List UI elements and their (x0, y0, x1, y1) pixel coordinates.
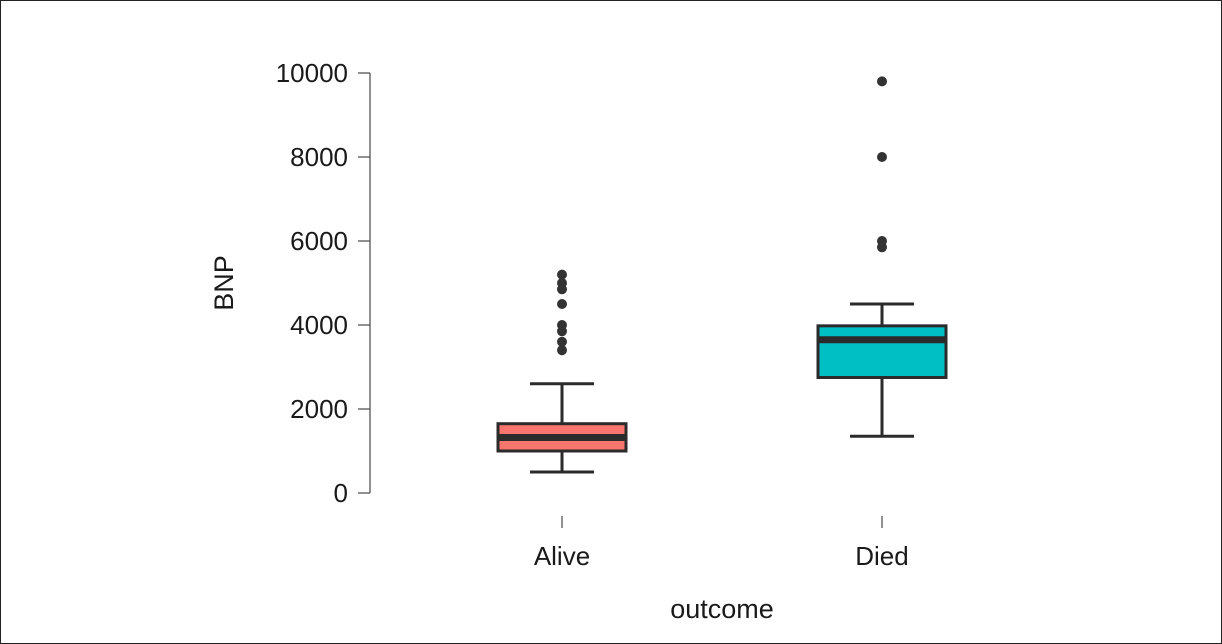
outlier-point (557, 278, 567, 288)
outlier-point (557, 336, 567, 347)
box-iqr (816, 324, 948, 379)
x-tick-label: Alive (534, 541, 590, 571)
box-group-died (816, 76, 948, 438)
outlier-point (877, 76, 887, 87)
outlier-point (557, 269, 567, 280)
x-tick-label: Died (855, 541, 908, 571)
y-axis: 0 2000 4000 6000 8000 10000 (276, 58, 371, 508)
y-tick-label: 4000 (290, 310, 348, 340)
y-tick-label: 8000 (290, 142, 348, 172)
box-group-alive (496, 269, 628, 474)
y-tick-label: 10000 (276, 58, 348, 88)
outlier-point (877, 152, 887, 162)
outlier-point (557, 345, 567, 356)
y-axis-title: BNP (209, 255, 239, 311)
outlier-point (557, 320, 567, 330)
y-tick-label: 0 (334, 478, 348, 508)
y-tick-label: 2000 (290, 394, 348, 424)
plot-area (496, 76, 948, 474)
outlier-point (557, 299, 567, 309)
x-axis: Alive Died (534, 516, 909, 571)
y-tick-label: 6000 (290, 226, 348, 256)
outlier-point (877, 236, 887, 246)
x-axis-title: outcome (670, 594, 774, 624)
